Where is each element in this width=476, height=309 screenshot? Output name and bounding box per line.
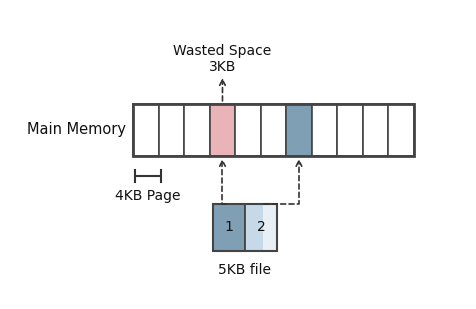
- Bar: [312, 104, 337, 156]
- Text: Main Memory: Main Memory: [27, 122, 126, 138]
- Bar: [363, 104, 388, 156]
- Bar: [184, 104, 210, 156]
- Bar: [245, 204, 263, 251]
- Bar: [261, 104, 286, 156]
- Bar: [213, 204, 277, 251]
- Text: 1: 1: [224, 220, 233, 235]
- Bar: [235, 104, 261, 156]
- Bar: [210, 104, 235, 156]
- Bar: [286, 104, 312, 156]
- Bar: [159, 104, 184, 156]
- Bar: [133, 104, 414, 156]
- Bar: [263, 204, 277, 251]
- Text: 5KB file: 5KB file: [218, 263, 271, 277]
- Bar: [245, 204, 277, 251]
- Text: 2: 2: [257, 220, 266, 235]
- Bar: [337, 104, 363, 156]
- Bar: [388, 104, 414, 156]
- Text: Wasted Space
3KB: Wasted Space 3KB: [173, 44, 272, 74]
- Bar: [213, 204, 245, 251]
- Text: 4KB Page: 4KB Page: [115, 189, 181, 203]
- Bar: [133, 104, 159, 156]
